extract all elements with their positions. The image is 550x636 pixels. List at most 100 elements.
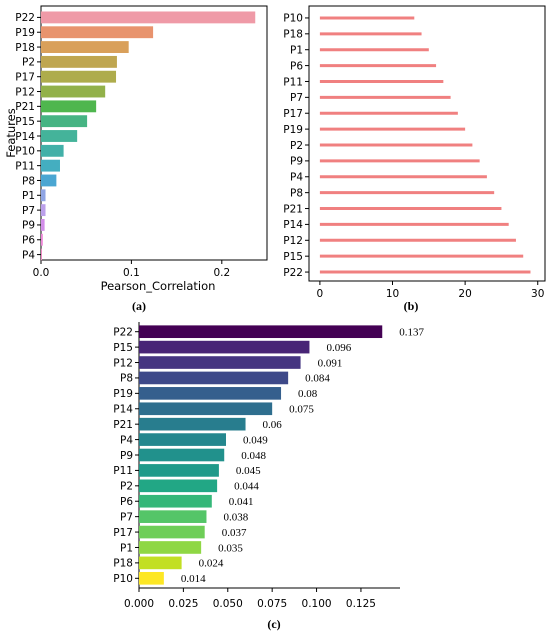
panel-a-y-tick-label: P21 bbox=[15, 101, 35, 113]
panel-b-y-tick-label: P1 bbox=[290, 45, 303, 57]
panel-c-data-label: 0.096 bbox=[326, 342, 351, 354]
panel-a-y-axis-title: Features bbox=[4, 108, 18, 157]
panel-c-y-tick-label: P15 bbox=[113, 342, 133, 354]
panel-b-y-tick-label: P14 bbox=[283, 219, 303, 231]
panel-c-data-label: 0.06 bbox=[263, 419, 283, 431]
panel-c-x-tick-label: 0.000 bbox=[124, 598, 154, 610]
panel-a-y-tick-label: P2 bbox=[22, 57, 35, 69]
panel-a-y-tick-label: P22 bbox=[15, 12, 35, 24]
panel-c-y-tick-label: P7 bbox=[120, 511, 133, 523]
panel-a-y-tick-label: P19 bbox=[15, 27, 35, 39]
panel-a-x-tick-label: 0.0 bbox=[33, 267, 50, 279]
panel-c-data-label: 0.049 bbox=[243, 434, 268, 446]
panel-a-bar bbox=[41, 159, 60, 172]
panel-c-data-label: 0.045 bbox=[236, 465, 261, 477]
panel-b-label: (b) bbox=[404, 299, 419, 313]
panel-b-plot-frame bbox=[308, 5, 546, 282]
panel-a-y-tick-label: P12 bbox=[15, 86, 35, 98]
panel-c-bar bbox=[139, 541, 202, 554]
panel-b-y-tick-label: P17 bbox=[283, 108, 303, 120]
panel-a-bar bbox=[41, 100, 97, 113]
panel-c-bar bbox=[139, 448, 225, 462]
panel-a-bar bbox=[41, 85, 106, 98]
panel-a-bar bbox=[41, 219, 45, 231]
panel-c-data-label: 0.075 bbox=[289, 404, 314, 416]
panel-a: Pearson_Correlation Features (a) P22 P19 P… bbox=[4, 5, 268, 313]
panel-a-bar bbox=[41, 174, 57, 187]
panel-c-data-label: 0.035 bbox=[218, 542, 243, 554]
panel-b-y-tick-label: P21 bbox=[283, 203, 303, 215]
panel-c-bar bbox=[139, 494, 212, 508]
panel-a-y-tick-label: P18 bbox=[15, 42, 35, 54]
panel-a-bar bbox=[41, 41, 129, 53]
panel-c-y-tick-label: P8 bbox=[120, 373, 133, 385]
panel-a-y-tick-label: P1 bbox=[22, 190, 35, 202]
panel-c-y-tick-label: P12 bbox=[113, 357, 133, 369]
panel-c-bar bbox=[139, 464, 219, 477]
panel-c-data-label: 0.084 bbox=[305, 373, 330, 385]
panel-b-y-tick-label: P7 bbox=[290, 92, 303, 104]
panel-c-y-tick-label: P4 bbox=[120, 434, 133, 446]
panel-c-y-tick-label: P14 bbox=[113, 404, 133, 416]
panel-b-x-tick-label: 30 bbox=[531, 288, 544, 300]
panel-c: (c) P22 0.137 P15 0.096 P12 0.091 P8 0.084 P19 0.… bbox=[113, 322, 424, 631]
panel-a-bar bbox=[41, 70, 117, 83]
panel-c-y-tick-label: P1 bbox=[120, 542, 133, 554]
panel-c-data-label: 0.038 bbox=[223, 511, 248, 523]
panel-c-y-tick-label: P11 bbox=[113, 465, 133, 477]
panel-c-x-tick-label: 0.075 bbox=[257, 598, 287, 610]
panel-c-bar bbox=[139, 479, 218, 493]
panel-b: (b) P10P18P1P6P11P7P17P19P2P9P4P8P21P14P… bbox=[283, 5, 546, 313]
panel-a-bar bbox=[41, 233, 43, 246]
panel-c-bar bbox=[139, 417, 246, 431]
panel-c-data-label: 0.137 bbox=[399, 327, 424, 339]
panel-c-data-label: 0.014 bbox=[181, 573, 206, 585]
panel-a-x-tick-label: 0.1 bbox=[123, 267, 140, 279]
panel-b-y-tick-label: P19 bbox=[283, 124, 303, 136]
panel-c-y-tick-label: P17 bbox=[113, 527, 133, 539]
panel-c-bar bbox=[139, 325, 383, 339]
panel-b-y-tick-label: P10 bbox=[283, 13, 303, 25]
panel-b-y-tick-label: P2 bbox=[290, 140, 303, 152]
panel-c-bars: P22 0.137 P15 0.096 P12 0.091 P8 0.084 P19 0.08 P1… bbox=[113, 325, 424, 610]
panel-a-bar bbox=[41, 115, 88, 128]
panel-a-bar bbox=[41, 11, 256, 24]
panel-c-y-tick-label: P18 bbox=[113, 558, 133, 570]
panel-b-y-tick-label: P4 bbox=[290, 172, 303, 184]
panel-a-y-tick-label: P14 bbox=[15, 131, 35, 143]
panel-a-bar bbox=[41, 130, 78, 142]
panel-c-bar bbox=[139, 433, 226, 446]
panel-c-data-label: 0.048 bbox=[241, 450, 266, 462]
panel-c-bar bbox=[139, 525, 205, 539]
panel-a-y-tick-label: P15 bbox=[15, 116, 35, 128]
panel-a-y-tick-label: P4 bbox=[22, 249, 35, 261]
panel-a-bar bbox=[41, 144, 64, 157]
panel-a-bar bbox=[41, 189, 46, 202]
panel-a-bar bbox=[41, 204, 46, 217]
panel-c-bar bbox=[139, 387, 282, 400]
panel-a-y-tick-label: P11 bbox=[15, 160, 35, 172]
panel-b-y-tick-label: P22 bbox=[283, 267, 303, 279]
panel-c-bar bbox=[139, 371, 289, 385]
panel-c-label: (c) bbox=[267, 617, 280, 631]
panel-a-y-tick-label: P9 bbox=[22, 220, 35, 232]
panel-c-y-tick-label: P22 bbox=[113, 327, 133, 339]
panel-b-bars: P10 P18 P1 P6 P11 P7 P17 P19 P2 P9 P4 P8 P21 P14 P12 P1… bbox=[283, 13, 544, 300]
panel-a-y-tick-label: P6 bbox=[22, 235, 35, 247]
panel-c-x-tick-label: 0.100 bbox=[302, 598, 332, 610]
panel-a-x-tick-label: 0.2 bbox=[213, 267, 230, 279]
panel-a-y-tick-label: P8 bbox=[22, 175, 35, 187]
panel-c-data-label: 0.044 bbox=[234, 481, 259, 493]
panel-c-bar bbox=[139, 556, 182, 570]
panel-c-y-tick-label: P10 bbox=[113, 573, 133, 585]
panel-c-x-tick-label: 0.050 bbox=[213, 598, 243, 610]
panel-b-y-tick-label: P9 bbox=[290, 156, 303, 168]
panel-c-bar bbox=[139, 510, 207, 523]
panel-a-x-axis-title: Pearson_Correlation bbox=[101, 279, 216, 293]
panel-c-data-label: 0.091 bbox=[318, 357, 343, 369]
panel-c-data-label: 0.041 bbox=[229, 496, 254, 508]
panel-c-bar bbox=[139, 340, 310, 354]
panel-c-x-tick-label: 0.025 bbox=[168, 598, 198, 610]
panel-a-label: (a) bbox=[132, 299, 146, 313]
